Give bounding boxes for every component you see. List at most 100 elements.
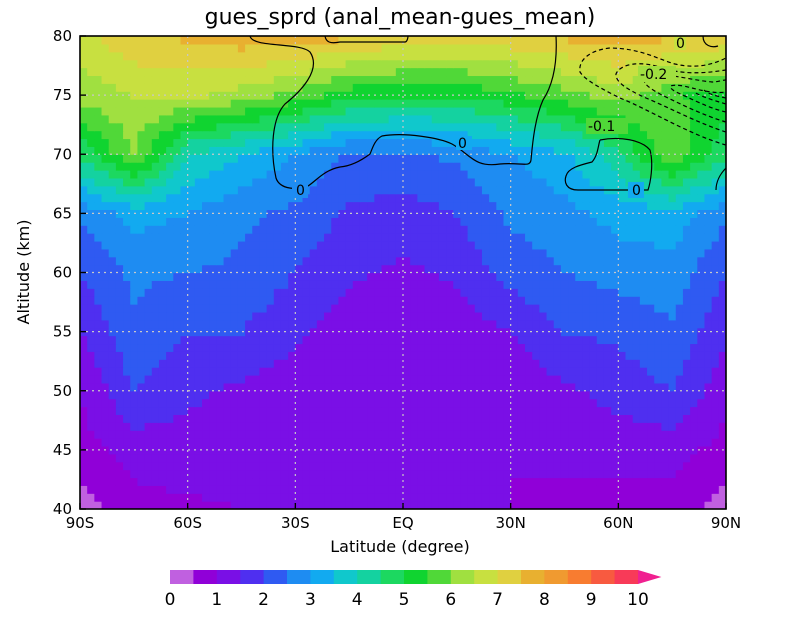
heatmap-cell <box>302 162 311 171</box>
heatmap-cell <box>273 240 282 250</box>
heatmap-cell <box>194 335 203 345</box>
heatmap-cell <box>123 225 131 234</box>
heatmap-cell <box>682 359 691 368</box>
heatmap-cell <box>273 343 282 352</box>
heatmap-cell <box>582 422 591 431</box>
heatmap-cell <box>137 311 146 321</box>
heatmap-cell <box>438 209 447 218</box>
heatmap-cell <box>302 390 311 400</box>
heatmap-cell <box>338 67 347 77</box>
heatmap-cell <box>668 106 677 116</box>
heatmap-cell <box>158 91 167 100</box>
heatmap-cell <box>403 209 411 218</box>
heatmap-cell <box>632 264 641 274</box>
heatmap-cell <box>137 367 146 376</box>
heatmap-cell <box>309 501 318 509</box>
heatmap-cell <box>661 374 670 384</box>
heatmap-cell <box>711 327 720 337</box>
heatmap-cell <box>503 304 512 313</box>
heatmap-cell <box>144 493 153 502</box>
heatmap-cell <box>130 280 139 289</box>
heatmap-cell <box>130 99 139 108</box>
heatmap-cell <box>280 469 289 479</box>
heatmap-cell <box>424 99 433 108</box>
heatmap-cell <box>690 319 698 329</box>
heatmap-cell <box>94 343 103 352</box>
heatmap-cell <box>245 296 253 305</box>
heatmap-cell <box>625 201 634 211</box>
heatmap-cell <box>180 106 189 116</box>
heatmap-cell <box>446 99 454 108</box>
heatmap-cell <box>367 367 375 376</box>
heatmap-cell <box>151 335 160 345</box>
heatmap-cell <box>424 422 433 431</box>
heatmap-cell <box>338 398 347 408</box>
heatmap-cell <box>546 106 555 116</box>
heatmap-cell <box>690 288 698 297</box>
heatmap-cell <box>252 327 261 337</box>
heatmap-cell <box>209 438 217 447</box>
heatmap-cell <box>252 280 261 289</box>
heatmap-cell <box>273 390 282 400</box>
heatmap-cell <box>711 319 720 329</box>
heatmap-cell <box>668 430 677 439</box>
heatmap-cell <box>582 311 591 321</box>
heatmap-cell <box>245 280 253 289</box>
heatmap-cell <box>503 430 512 439</box>
heatmap-cell <box>647 304 655 313</box>
heatmap-cell <box>216 67 225 77</box>
heatmap-cell <box>259 367 268 376</box>
heatmap-cell <box>718 122 726 132</box>
heatmap-cell <box>288 382 296 392</box>
heatmap-cell <box>115 461 124 471</box>
heatmap-cell <box>589 359 598 368</box>
heatmap-cell <box>374 382 383 392</box>
heatmap-cell <box>403 154 411 163</box>
heatmap-cell <box>223 382 232 392</box>
heatmap-cell <box>560 170 569 179</box>
heatmap-cell <box>252 114 261 124</box>
heatmap-cell <box>446 438 454 447</box>
heatmap-cell <box>367 272 375 281</box>
heatmap-cell <box>410 430 418 439</box>
heatmap-cell <box>359 406 368 415</box>
heatmap-cell <box>438 406 447 415</box>
heatmap-cell <box>431 390 440 400</box>
heatmap-cell <box>123 296 131 305</box>
heatmap-cell <box>711 162 720 171</box>
heatmap-cell <box>668 201 677 211</box>
heatmap-cell <box>517 327 526 337</box>
heatmap-cell <box>532 264 540 274</box>
heatmap-cell <box>309 225 318 234</box>
heatmap-cell <box>510 343 519 352</box>
heatmap-cell <box>403 185 411 195</box>
heatmap-cell <box>216 114 225 124</box>
heatmap-cell <box>625 493 634 502</box>
heatmap-cell <box>374 67 383 77</box>
heatmap-cell <box>668 248 677 258</box>
heatmap-cell <box>611 335 619 345</box>
heatmap-cell <box>718 264 726 274</box>
heatmap-cell <box>166 398 174 408</box>
heatmap-cell <box>611 75 619 84</box>
heatmap-cell <box>108 493 117 502</box>
heatmap-cell <box>446 83 454 92</box>
heatmap-cell <box>273 406 282 415</box>
heatmap-cell <box>316 185 325 195</box>
heatmap-cell <box>553 327 562 337</box>
heatmap-cell <box>166 477 174 486</box>
heatmap-cell <box>603 477 612 486</box>
heatmap-cell <box>618 469 627 479</box>
heatmap-cell <box>682 398 691 408</box>
heatmap-cell <box>209 343 217 352</box>
heatmap-cell <box>237 367 246 376</box>
heatmap-cell <box>625 485 634 494</box>
heatmap-cell <box>517 319 526 329</box>
heatmap-cell <box>539 493 548 502</box>
heatmap-cell <box>424 359 433 368</box>
heatmap-cell <box>654 217 662 226</box>
heatmap-cell <box>180 311 189 321</box>
heatmap-cell <box>460 374 469 384</box>
heatmap-cell <box>639 162 648 171</box>
heatmap-cell <box>180 343 189 352</box>
